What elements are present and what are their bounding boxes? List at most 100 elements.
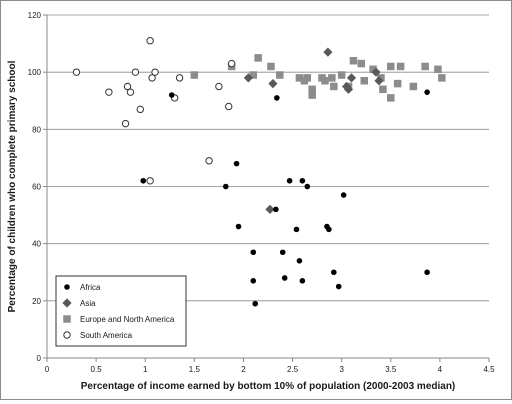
point-south-america-8 <box>148 74 156 82</box>
legend-marker-0 <box>64 284 70 290</box>
point-asia-5 <box>343 84 354 94</box>
point-south-america-5 <box>131 68 140 76</box>
legend-marker-3 <box>63 331 71 339</box>
point-europe-and-north-america-21 <box>377 74 385 82</box>
point-europe-and-north-america-2 <box>249 71 258 79</box>
point-asia-7 <box>371 67 381 77</box>
x-tick-label-2: 1 <box>143 365 148 374</box>
point-europe-and-north-america-15 <box>337 71 346 79</box>
axes <box>43 14 490 362</box>
x-tick-label-6: 3 <box>339 365 344 374</box>
series-africa <box>140 89 430 307</box>
point-south-america-9 <box>151 68 159 76</box>
point-europe-and-north-america-4 <box>267 62 275 71</box>
point-africa-12 <box>286 177 293 184</box>
x-tick-label-9: 4.5 <box>483 365 495 374</box>
series-south-america <box>72 37 236 185</box>
point-africa-24 <box>424 269 430 276</box>
point-europe-and-north-america-13 <box>328 74 336 82</box>
point-europe-and-north-america-12 <box>321 76 329 85</box>
x-tick-label-7: 3.5 <box>385 365 397 374</box>
y-tick-label-0: 0 <box>37 354 42 363</box>
point-europe-and-north-america-24 <box>387 62 395 71</box>
point-africa-16 <box>299 278 306 284</box>
point-africa-7 <box>252 300 259 307</box>
point-europe-and-north-america-29 <box>434 65 442 74</box>
x-tick-label-5: 2.5 <box>287 365 299 374</box>
point-africa-23 <box>424 89 430 95</box>
point-south-america-1 <box>105 88 113 96</box>
y-tick-label-3: 60 <box>32 183 41 192</box>
point-asia-8 <box>374 76 384 86</box>
point-south-america-0 <box>72 68 81 76</box>
point-asia-3 <box>323 47 333 57</box>
point-south-america-13 <box>215 82 223 91</box>
point-south-america-2 <box>121 119 130 128</box>
point-europe-and-north-america-9 <box>308 85 316 94</box>
point-africa-2 <box>222 183 229 190</box>
point-europe-and-north-america-30 <box>438 74 446 82</box>
legend-box <box>55 275 187 347</box>
point-europe-and-north-america-19 <box>360 76 369 85</box>
point-africa-15 <box>299 177 306 184</box>
x-tick-label-8: 4 <box>438 365 443 374</box>
point-south-america-3 <box>123 82 132 91</box>
point-europe-and-north-america-8 <box>303 74 312 82</box>
point-south-america-16 <box>146 177 154 185</box>
legend-label-3: South America <box>80 331 133 340</box>
data-points <box>72 37 446 307</box>
point-africa-4 <box>235 223 242 230</box>
point-europe-and-north-america-18 <box>357 59 366 68</box>
y-tick-label-5: 100 <box>28 68 42 77</box>
point-south-america-7 <box>146 37 154 45</box>
x-tick-label-3: 1.5 <box>189 365 201 374</box>
legend-marker-1 <box>62 298 72 308</box>
point-south-america-14 <box>225 102 233 111</box>
point-south-america-12 <box>205 157 213 165</box>
point-africa-1 <box>168 92 175 98</box>
x-tick-label-4: 2 <box>241 365 246 374</box>
point-africa-8 <box>274 95 280 101</box>
point-europe-and-north-america-20 <box>369 65 377 74</box>
point-africa-9 <box>273 206 279 213</box>
legend: Africa Asia Europe and North America South … <box>55 275 187 347</box>
point-south-america-11 <box>175 74 184 82</box>
point-africa-3 <box>233 160 240 167</box>
y-tick-label-6: 120 <box>28 11 42 20</box>
point-europe-and-north-america-3 <box>254 54 262 62</box>
point-europe-and-north-america-14 <box>330 82 338 91</box>
x-tick-label-1: 0.5 <box>91 365 103 374</box>
point-south-america-6 <box>136 105 145 114</box>
point-africa-10 <box>279 249 286 256</box>
point-south-america-15 <box>227 59 236 68</box>
point-europe-and-north-america-25 <box>393 79 402 88</box>
point-europe-and-north-america-27 <box>409 82 418 91</box>
point-europe-and-north-america-0 <box>190 71 199 79</box>
y-axis-title: Percentage of children who complete prim… <box>7 60 18 312</box>
point-africa-19 <box>326 226 332 233</box>
point-europe-and-north-america-17 <box>349 56 358 65</box>
gridlines <box>47 14 489 302</box>
legend-label-2: Europe and North America <box>80 315 175 324</box>
y-tick-label-2: 40 <box>32 240 41 249</box>
point-africa-17 <box>304 183 311 190</box>
point-europe-and-north-america-6 <box>295 74 304 82</box>
legend-label-0: Africa <box>80 283 101 292</box>
tick-labels: 0 20 40 60 80 100 120 0 0.5 1 1.5 2 2.5 3 3.5 4 4.5 <box>28 11 495 374</box>
series-europe-and-north-america <box>190 54 446 102</box>
point-europe-and-north-america-26 <box>396 62 405 71</box>
point-europe-and-north-america-28 <box>421 62 429 71</box>
point-africa-6 <box>250 278 257 284</box>
point-africa-20 <box>331 269 337 276</box>
point-africa-14 <box>296 258 303 264</box>
legend-marker-2 <box>63 315 71 323</box>
point-asia-0 <box>243 73 253 83</box>
point-europe-and-north-america-10 <box>308 91 316 99</box>
point-europe-and-north-america-22 <box>379 85 387 94</box>
point-africa-22 <box>340 192 347 198</box>
point-africa-13 <box>293 226 300 233</box>
point-africa-0 <box>140 177 147 184</box>
point-africa-5 <box>250 249 257 256</box>
point-europe-and-north-america-23 <box>387 94 395 102</box>
point-south-america-4 <box>126 88 135 96</box>
